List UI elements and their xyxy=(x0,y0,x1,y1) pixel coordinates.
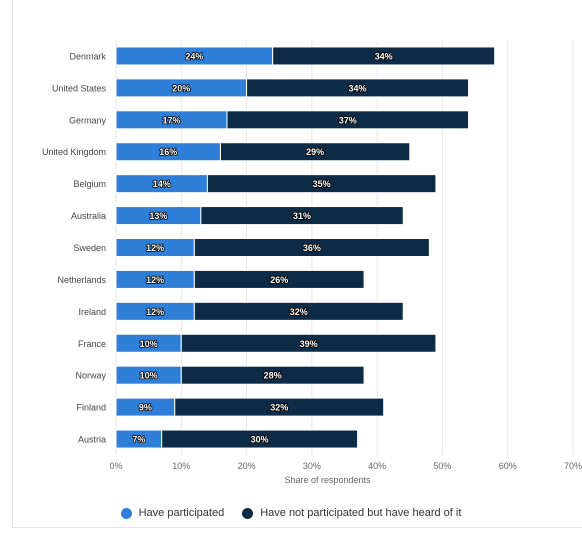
legend-item-heard-of-it[interactable]: Have not participated but have heard of … xyxy=(242,507,461,519)
data-label: 32% xyxy=(270,403,288,413)
data-label: 36% xyxy=(303,243,321,253)
category-label: United Kingdom xyxy=(42,147,106,157)
bar-segment-heard-of-it xyxy=(272,46,496,66)
data-label: 31% xyxy=(293,211,311,221)
data-label: 29% xyxy=(306,147,324,157)
bar-segment-heard-of-it xyxy=(174,397,385,417)
data-label: 16% xyxy=(159,147,177,157)
category-label: Netherlands xyxy=(57,275,106,285)
x-tick-label: 60% xyxy=(499,461,517,471)
chart-frame xyxy=(12,0,582,528)
category-label: Ireland xyxy=(78,307,106,317)
category-label: Austria xyxy=(78,435,106,445)
category-label: Finland xyxy=(76,403,106,413)
bar-segment-heard-of-it xyxy=(193,301,404,321)
data-label: 35% xyxy=(313,179,331,189)
legend-marker-heard-of-it xyxy=(242,507,254,519)
bar-segment-heard-of-it xyxy=(219,142,411,162)
bar-segment-heard-of-it xyxy=(200,206,404,226)
x-tick-label: 50% xyxy=(433,461,451,471)
category-label: United States xyxy=(52,83,107,93)
category-label: Sweden xyxy=(73,243,106,253)
data-label: 13% xyxy=(149,211,167,221)
bar-segment-heard-of-it xyxy=(226,110,470,130)
data-label: 12% xyxy=(146,243,164,253)
data-label: 7% xyxy=(132,435,145,445)
data-label: 9% xyxy=(139,403,152,413)
bar-segment-heard-of-it xyxy=(161,429,359,449)
data-label: 37% xyxy=(339,115,357,125)
category-label: Germany xyxy=(69,115,107,125)
legend-label-participated: Have participated xyxy=(138,507,225,519)
data-label: 28% xyxy=(264,371,282,381)
x-tick-label: 70% xyxy=(564,461,582,471)
data-label: 12% xyxy=(146,307,164,317)
bar-segment-heard-of-it xyxy=(193,238,430,257)
x-tick-label: 40% xyxy=(368,461,386,471)
bar-segment-heard-of-it xyxy=(180,333,437,353)
data-label: 30% xyxy=(251,435,269,445)
data-label: 17% xyxy=(162,115,180,125)
data-label: 10% xyxy=(140,339,158,349)
x-axis-title: Share of respondents xyxy=(284,475,371,485)
category-label: France xyxy=(78,339,106,349)
legend-label-heard-of-it: Have not participated but have heard of … xyxy=(260,507,462,519)
data-label: 26% xyxy=(270,275,288,285)
x-tick-label: 30% xyxy=(303,461,321,471)
category-label: Norway xyxy=(75,371,106,381)
legend: Have participated Have not participated … xyxy=(0,507,582,519)
data-label: 39% xyxy=(300,339,318,349)
data-label: 32% xyxy=(290,307,308,317)
x-tick-label: 10% xyxy=(172,461,190,471)
category-label: Australia xyxy=(71,211,106,221)
data-label: 12% xyxy=(146,275,164,285)
data-label: 34% xyxy=(349,83,367,93)
category-label: Denmark xyxy=(69,51,106,61)
x-tick-label: 0% xyxy=(109,461,122,471)
data-label: 34% xyxy=(375,51,393,61)
data-label: 24% xyxy=(185,51,203,61)
legend-item-participated[interactable]: Have participated xyxy=(120,507,225,519)
data-label: 20% xyxy=(172,83,190,93)
category-label: Belgium xyxy=(73,179,106,189)
bar-segment-heard-of-it xyxy=(193,269,365,289)
data-label: 10% xyxy=(140,371,158,381)
bar-segment-heard-of-it xyxy=(180,365,365,385)
x-tick-label: 20% xyxy=(238,461,256,471)
data-label: 14% xyxy=(153,179,171,189)
bar-segment-heard-of-it xyxy=(206,174,437,194)
bar-segment-heard-of-it xyxy=(246,78,470,98)
legend-marker-participated xyxy=(120,507,132,519)
